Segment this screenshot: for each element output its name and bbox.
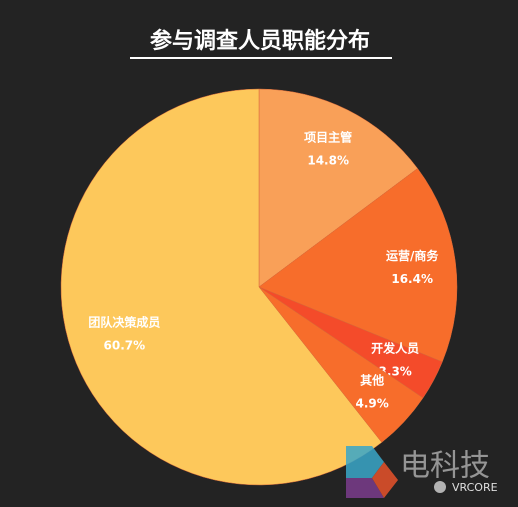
logo-shape xyxy=(372,462,398,498)
value-label: 4.9% xyxy=(356,397,389,411)
slice-label: 其他 xyxy=(360,373,384,388)
logo-shape xyxy=(346,446,384,478)
value-label: 16.4% xyxy=(391,272,433,286)
chart-title: 参与调查人员职能分布 xyxy=(150,28,370,54)
slice-label: 运营/商务 xyxy=(386,248,439,263)
pie-slice xyxy=(258,168,458,363)
watermark-brand: 电科技 xyxy=(400,449,490,484)
logo-shape xyxy=(346,478,384,498)
watermark: 电科技 VRCORE xyxy=(346,446,498,498)
watermark-account: VRCORE xyxy=(452,481,498,494)
slice-label: 团队决策成员 xyxy=(88,314,160,329)
value-label: 14.8% xyxy=(307,153,349,167)
pie-slice xyxy=(60,88,383,486)
wechat-icon xyxy=(434,481,446,493)
pie-slice xyxy=(258,88,418,288)
value-label: 60.7% xyxy=(104,338,146,352)
slice-label: 开发人员 xyxy=(371,340,419,355)
slice-label: 项目主管 xyxy=(304,129,352,144)
pie: 项目主管14.8%运营/商务16.4%开发人员3.3%其他4.9%团队决策成员6… xyxy=(60,88,458,486)
